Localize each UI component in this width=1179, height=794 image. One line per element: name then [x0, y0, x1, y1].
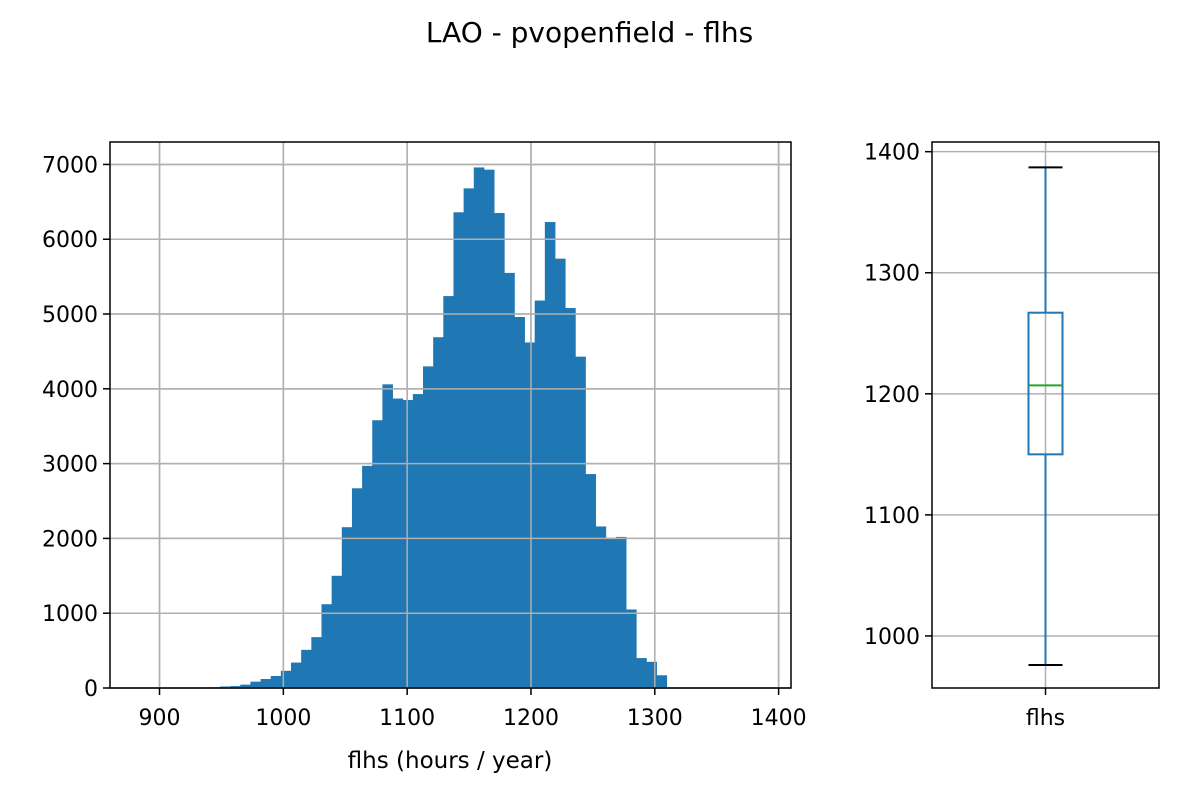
histogram-bar: [351, 488, 363, 688]
histogram-bar: [433, 337, 444, 688]
histogram-y-tick-label: 5000: [42, 303, 98, 328]
histogram-bar: [382, 384, 393, 688]
histogram-bar: [646, 661, 657, 688]
histogram-panel: 900 1000 1100 1200 1300 1400 0 1000 2000 3000 4000…: [42, 141, 807, 774]
boxplot-y-tick-label: 1100: [864, 504, 920, 529]
histogram-y-tick-label: 0: [84, 677, 98, 702]
histogram-bar: [636, 658, 647, 688]
boxplot-panel: 1000 1100 1200 1300 1400 flhs: [864, 141, 1160, 731]
histogram-y-tick-label: 3000: [42, 453, 98, 478]
histogram-bar: [534, 300, 546, 688]
histogram-bar: [463, 188, 475, 688]
histogram-bar: [443, 296, 454, 688]
boxplot-y-tick-label: 1200: [864, 383, 920, 408]
histogram-bar: [544, 222, 556, 688]
histogram-bar: [483, 169, 495, 689]
histogram-x-tick-label: 1200: [503, 706, 559, 731]
histogram-x-tick-label: 1100: [379, 706, 435, 731]
figure-title: LAO - pvopenfield - flhs: [425, 16, 754, 49]
histogram-bar: [412, 394, 424, 688]
histogram-ticks: 900 1000 1100 1200 1300 1400 0 1000 2000 3000 4000…: [42, 153, 807, 731]
boxplot-ticks: 1000 1100 1200 1300 1400 flhs: [864, 141, 1065, 731]
histogram-bars: [110, 142, 791, 689]
histogram-bar: [341, 527, 353, 688]
histogram-bar: [565, 308, 576, 688]
histogram-bar: [575, 356, 586, 688]
histogram-frame: [109, 141, 792, 689]
histogram-bar: [331, 575, 343, 688]
histogram-bar: [362, 465, 373, 688]
histogram-y-tick-label: 6000: [42, 228, 98, 253]
histogram-bar: [311, 637, 322, 688]
histogram-bar: [260, 679, 272, 688]
boxplot-category-label: flhs: [1026, 706, 1065, 731]
histogram-bar: [453, 212, 465, 688]
histogram-x-axis-label: flhs (hours / year): [348, 748, 553, 774]
histogram-bar: [402, 400, 414, 688]
histogram-bar: [240, 684, 251, 688]
histogram-y-tick-label: 2000: [42, 527, 98, 552]
histogram-bar: [301, 649, 312, 688]
histogram-y-tick-label: 4000: [42, 378, 98, 403]
histogram-bar: [494, 213, 505, 688]
histogram-bar: [595, 526, 607, 688]
histogram-bar: [504, 272, 515, 688]
histogram-bar: [230, 686, 241, 688]
boxplot-y-tick-label: 1300: [864, 262, 920, 287]
histogram-x-tick-label: 1400: [751, 706, 807, 731]
boxplot-box: [1027, 311, 1064, 456]
histogram-bar: [555, 258, 566, 688]
boxplot-marks: [1027, 166, 1064, 666]
histogram-bar: [372, 420, 383, 688]
boxplot-y-tick-label: 1400: [864, 141, 920, 166]
histogram-y-tick-label: 1000: [42, 602, 98, 627]
histogram-bar: [291, 662, 302, 688]
boxplot-y-tick-label: 1000: [864, 625, 920, 650]
histogram-bar: [280, 670, 292, 688]
histogram-bar: [524, 342, 536, 688]
histogram-bar: [392, 398, 404, 688]
histogram-bar: [250, 681, 261, 688]
histogram-bar: [656, 675, 668, 688]
histogram-bar: [585, 474, 597, 688]
histogram-x-tick-label: 1300: [627, 706, 683, 731]
histogram-bar: [626, 609, 637, 688]
histogram-bar: [514, 317, 525, 688]
histogram-bar: [473, 167, 485, 689]
histogram-bar: [270, 676, 282, 688]
histogram-bar: [423, 366, 434, 688]
histogram-bar: [321, 604, 333, 688]
histogram-x-tick-label: 1000: [255, 706, 311, 731]
histogram-y-tick-label: 7000: [42, 153, 98, 178]
histogram-x-tick-label: 900: [139, 706, 181, 731]
